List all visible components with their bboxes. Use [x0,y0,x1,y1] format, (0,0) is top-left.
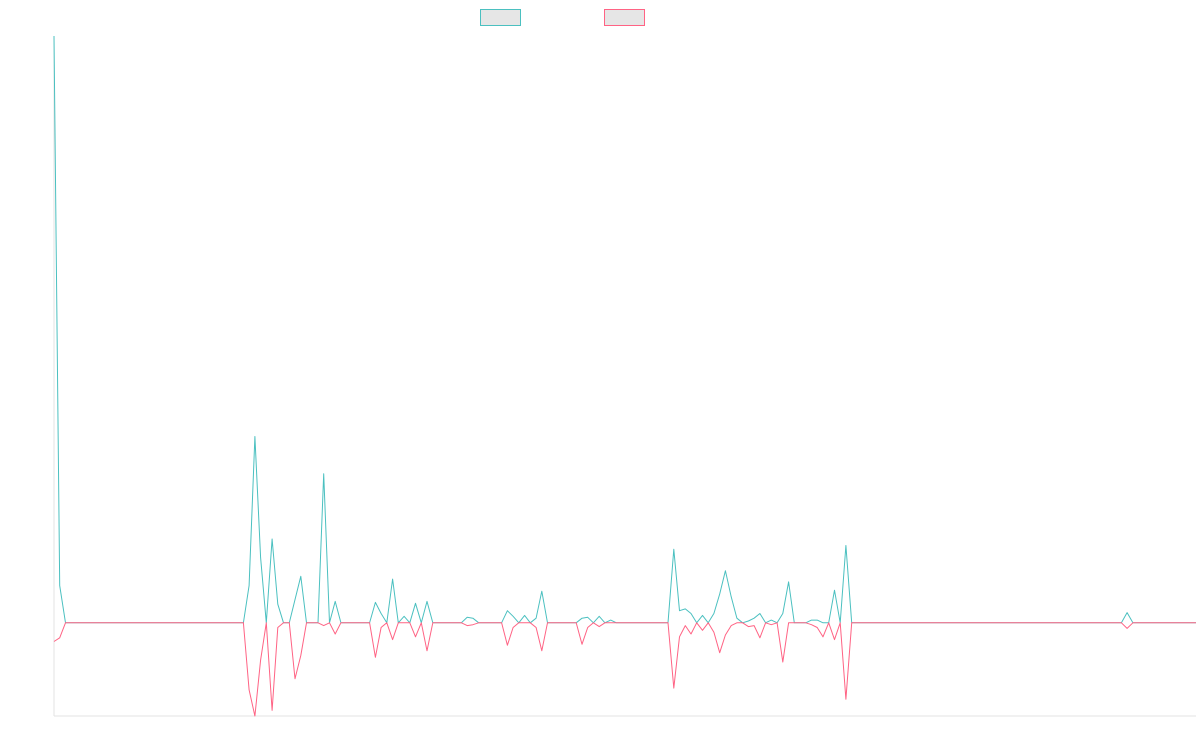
series-layer [53,35,1196,717]
chart-legend [480,9,645,26]
legend-swatch-2[interactable] [604,9,645,26]
chart-axes [53,36,1196,717]
legend-swatch-1[interactable] [480,9,521,26]
series-line-2 [53,622,1196,717]
series-line-1 [53,35,1196,624]
